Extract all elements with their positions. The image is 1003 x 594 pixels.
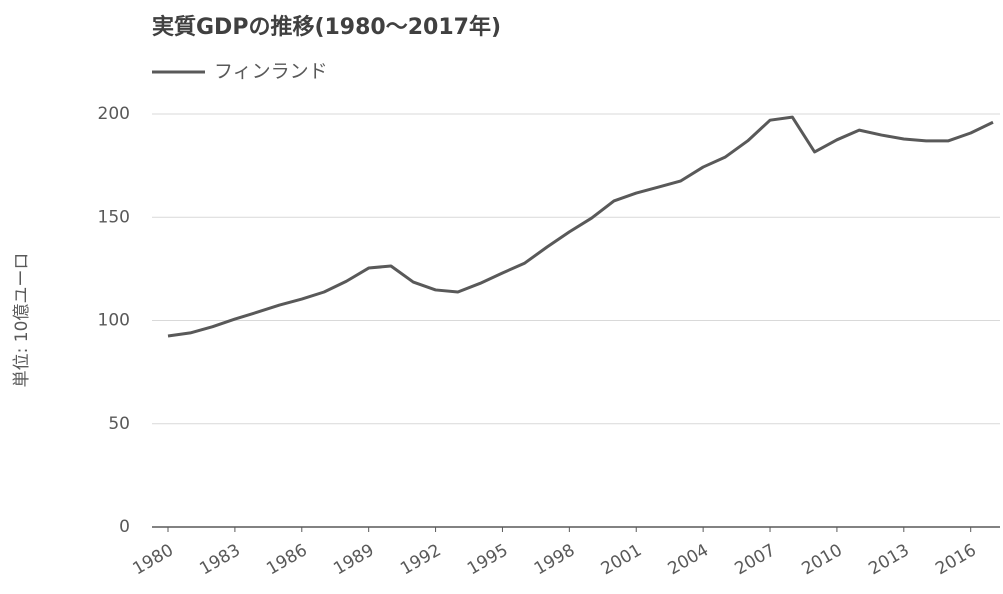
x-tick-label: 2016 [932, 540, 979, 579]
x-tick-label: 1998 [531, 540, 578, 579]
chart-title: 実質GDPの推移(1980～2017年) [152, 14, 501, 40]
x-tick-label: 2001 [598, 540, 645, 579]
x-tick-label: 1983 [196, 540, 243, 579]
y-tick-label: 0 [119, 517, 130, 537]
y-tick-label: 50 [108, 414, 130, 434]
y-tick-label: 200 [98, 104, 130, 124]
x-tick-label: 2004 [665, 540, 712, 579]
x-tick-label: 2007 [732, 540, 779, 579]
y-tick-label: 150 [98, 207, 130, 227]
x-tick-label: 2013 [865, 540, 912, 579]
x-tick-label: 1995 [464, 540, 511, 579]
data-line [167, 115, 994, 338]
x-tick-label: 2010 [798, 540, 845, 579]
x-tick-label: 1986 [263, 540, 310, 579]
y-axis-label: 単位: 10億ユーロ [12, 253, 32, 388]
x-tick-label: 1989 [330, 540, 377, 579]
y-tick-label: 100 [98, 311, 130, 331]
x-tick-label: 1980 [130, 540, 177, 579]
legend-label: フィンランド [214, 61, 328, 83]
x-tick-label: 1992 [397, 540, 444, 579]
